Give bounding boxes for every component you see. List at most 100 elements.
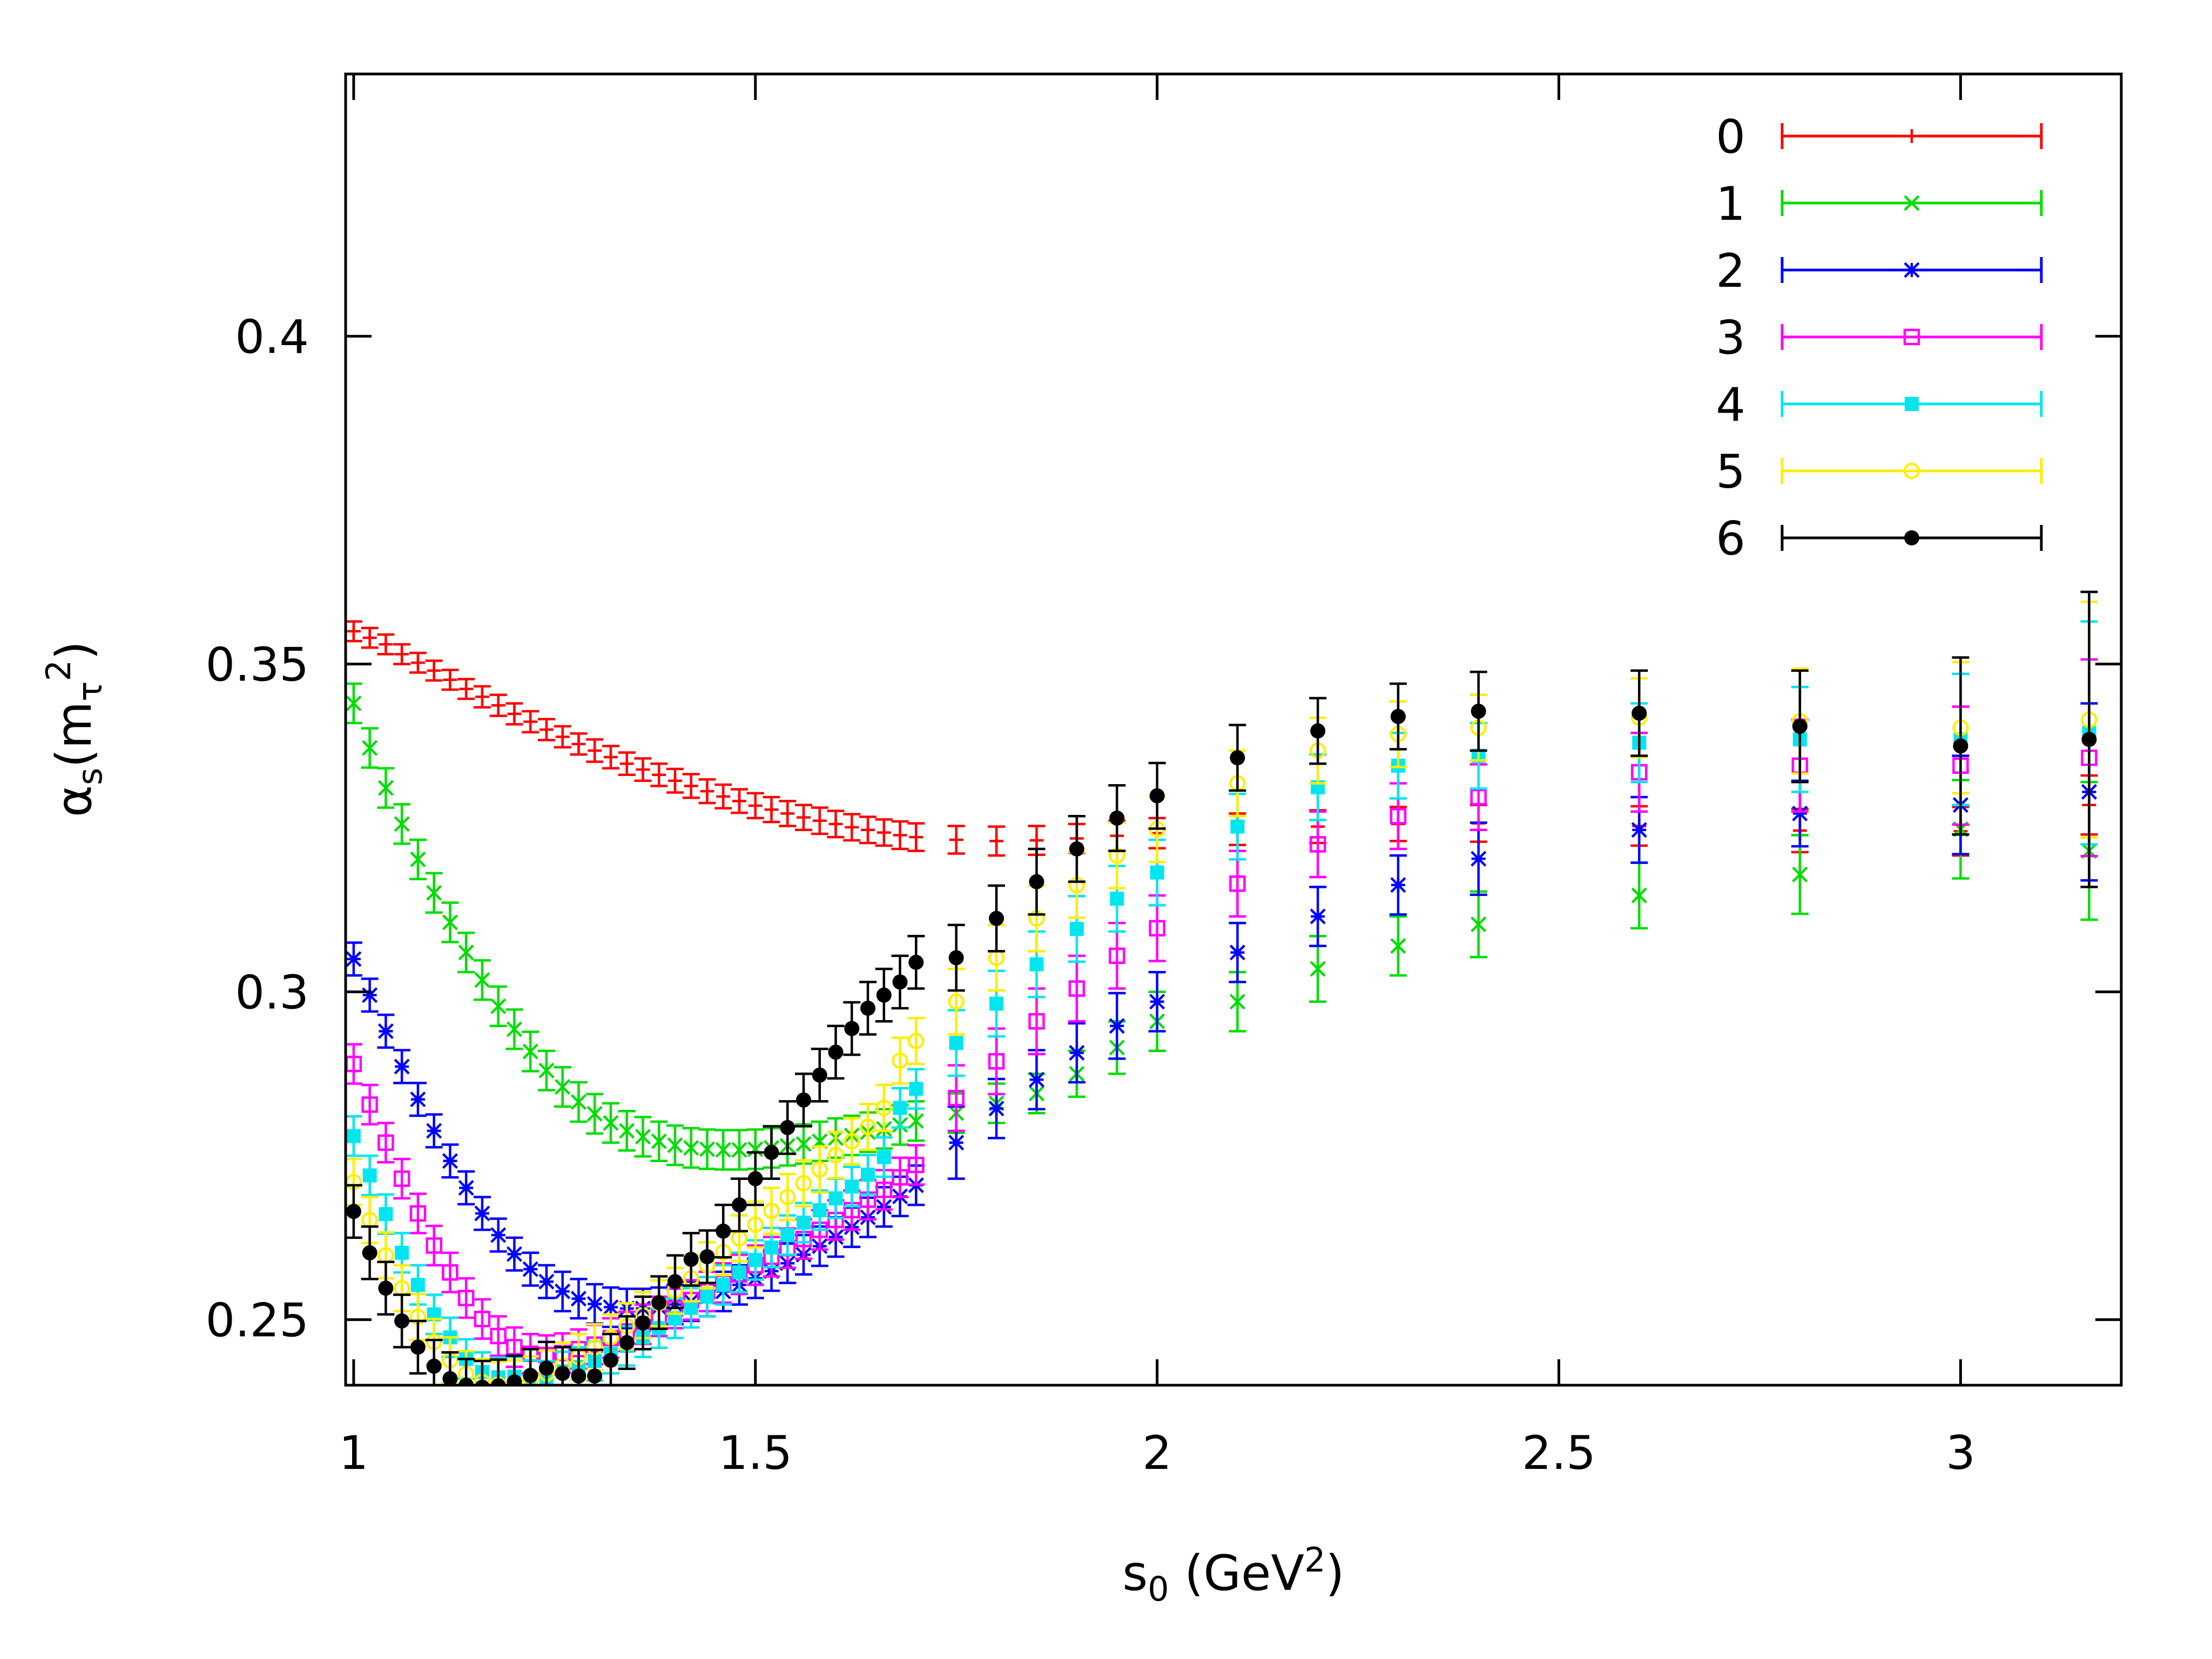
data-point [731,1177,748,1232]
x-axis-title-unit: (GeV [1169,1545,1304,1602]
data-point [346,1184,362,1239]
data-point [875,1083,893,1132]
data-point [489,1358,507,1385]
data-point [489,1315,507,1357]
data-point [537,1264,555,1299]
error-bar [473,1298,491,1340]
data-point [346,620,362,643]
data-point [522,1251,539,1287]
error-bar [425,1224,443,1267]
data-point [859,1154,877,1196]
legend-marker [1903,328,1920,346]
legend-marker [1904,195,1920,211]
data-point [1148,761,1166,830]
legend-marker [1904,530,1919,545]
data-point [570,732,588,756]
error-bar [795,1159,813,1208]
data-point [361,626,379,649]
data-point [763,1226,780,1269]
data-point [554,1065,571,1108]
error-bar [779,1172,797,1222]
data-point [537,718,555,741]
data-point [554,725,571,749]
data-point [891,1156,909,1198]
data-point [682,773,700,799]
data-point [425,1113,443,1149]
data-point [875,1136,893,1178]
x-axis-title-close: ) [1326,1545,1345,1602]
y-tick-label: 0.35 [206,638,309,692]
data-point [441,669,459,691]
data-point [602,1102,619,1144]
y-axis-title-sup: 2 [39,660,78,681]
data-point [988,884,1006,953]
data-point [779,800,797,827]
data-point [746,1239,764,1281]
data-point [650,762,668,787]
data-point [907,822,925,852]
data-point [586,738,604,763]
data-point [891,1087,909,1129]
data-point [891,820,909,851]
data-point [988,825,1006,857]
data-point [361,1225,379,1280]
data-point [1390,915,1407,977]
data-point [377,1260,395,1316]
data-point [361,1083,379,1126]
y-tick-label: 0.4 [235,311,309,365]
data-point [843,1001,861,1056]
data-point [457,678,475,700]
data-point [473,1196,491,1231]
legend-marker [1905,129,1919,143]
tick-layer: 1 1.5 2 2.5 3 0.25 0.3 0.35 0.4 [206,74,2121,1480]
data-point [795,1159,813,1208]
data-point [489,985,507,1027]
data-point [409,1082,427,1117]
data-point [441,1143,459,1179]
data-point [393,643,411,665]
error-bar [489,1358,507,1385]
data-point [779,1214,797,1256]
error-bar [891,1156,909,1198]
data-point [457,932,475,974]
data-point [859,1102,877,1151]
legend-label: 3 [1716,311,1745,365]
data-point [377,1122,395,1164]
error-bar [859,1102,877,1151]
data-point [1952,656,1970,836]
data-point [811,1047,828,1103]
data-point [570,1278,588,1320]
data-point [714,1203,732,1259]
data-point [1469,821,1487,896]
data-point [441,1351,459,1385]
data-point [666,1124,684,1166]
data-point [859,815,877,845]
error-bar [827,1131,845,1179]
data-point [505,1354,523,1385]
data-point [522,1030,539,1073]
data-point [1108,784,1126,852]
legend-marker [1905,397,1919,411]
x-tick-label: 2.5 [1522,1426,1596,1480]
data-point [489,693,507,717]
data-point [650,1120,668,1163]
data-point [731,1129,748,1171]
data-point [714,783,732,810]
data-point [907,935,925,990]
data-point [505,1236,523,1272]
data-point [473,959,491,1001]
data-point [1229,921,1246,983]
error-bar [393,1157,411,1200]
error-bar [891,1036,909,1085]
error-bar [346,1043,362,1085]
data-point [618,1110,636,1152]
data-point [570,1348,588,1385]
data-point [682,1127,700,1169]
data-point [361,727,379,769]
data-point [457,1170,475,1206]
data-point [409,1319,427,1375]
data-point [827,1177,845,1219]
data-point [377,1013,395,1049]
data-point [779,1100,797,1155]
